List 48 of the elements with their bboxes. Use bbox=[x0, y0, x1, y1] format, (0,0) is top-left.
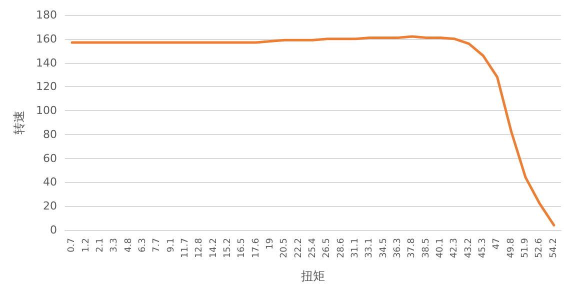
x-tick-label: 26.5 bbox=[322, 238, 332, 258]
y-tick-label: 60 bbox=[43, 152, 57, 165]
x-tick-label: 49.8 bbox=[506, 238, 516, 258]
x-tick-label: 12.8 bbox=[194, 238, 205, 258]
y-tick-label: 140 bbox=[36, 56, 57, 70]
y-axis-title: 转速 bbox=[12, 110, 26, 134]
x-tick-label: 4.8 bbox=[124, 238, 134, 252]
x-tick-label: 28.6 bbox=[336, 238, 346, 258]
x-tick-label: 11.7 bbox=[180, 238, 190, 258]
x-tick-label: 16.5 bbox=[237, 238, 248, 258]
x-tick-label: 33.1 bbox=[364, 238, 375, 258]
y-tick-label: 20 bbox=[43, 200, 57, 213]
x-tick-label: 31.1 bbox=[350, 238, 361, 258]
x-tick-label: 45.3 bbox=[478, 238, 488, 258]
x-tick-label: 51.9 bbox=[520, 238, 531, 258]
y-tick-label: 160 bbox=[36, 32, 57, 46]
x-tick-label: 14.2 bbox=[208, 238, 219, 258]
x-tick-label: 15.2 bbox=[222, 238, 233, 258]
x-tick-label: 47 bbox=[492, 238, 502, 250]
x-tick-label: 42.3 bbox=[450, 238, 460, 258]
x-tick-label: 0.7 bbox=[67, 238, 78, 252]
line-series bbox=[70, 35, 556, 226]
x-tick-label: 40.1 bbox=[436, 238, 446, 258]
y-tick-label: 120 bbox=[36, 80, 57, 94]
y-tick-label: 180 bbox=[36, 8, 57, 22]
x-tick-label: 9.1 bbox=[166, 238, 176, 252]
x-tick-label: 2.1 bbox=[95, 238, 106, 252]
y-tick-label: 0 bbox=[50, 224, 57, 236]
x-tick-label: 19 bbox=[265, 238, 276, 250]
x-tick-label: 17.6 bbox=[251, 238, 262, 258]
x-tick-label: 36.3 bbox=[393, 238, 404, 258]
x-tick-label: 54.2 bbox=[548, 238, 559, 258]
x-tick-label: 52.6 bbox=[534, 238, 545, 258]
x-tick-label: 1.2 bbox=[81, 238, 92, 252]
x-tick-label: 34.5 bbox=[378, 238, 389, 258]
x-tick-label: 43.2 bbox=[464, 238, 474, 258]
x-tick-label: 22.2 bbox=[294, 238, 304, 258]
x-tick-label: 3.3 bbox=[110, 238, 120, 252]
y-tick-label: 100 bbox=[36, 104, 57, 118]
y-tick-label: 40 bbox=[43, 176, 57, 189]
x-tick-label: 37.8 bbox=[407, 238, 418, 258]
y-tick-label: 80 bbox=[43, 128, 57, 141]
x-tick-label: 38.5 bbox=[421, 238, 432, 258]
x-tick-label: 25.4 bbox=[308, 238, 318, 258]
x-tick-label: 7.7 bbox=[152, 238, 162, 252]
x-tick-label: 20.5 bbox=[280, 238, 290, 258]
x-axis-title: 扭矩 bbox=[301, 269, 325, 283]
x-tick-label: 6.3 bbox=[138, 238, 148, 252]
